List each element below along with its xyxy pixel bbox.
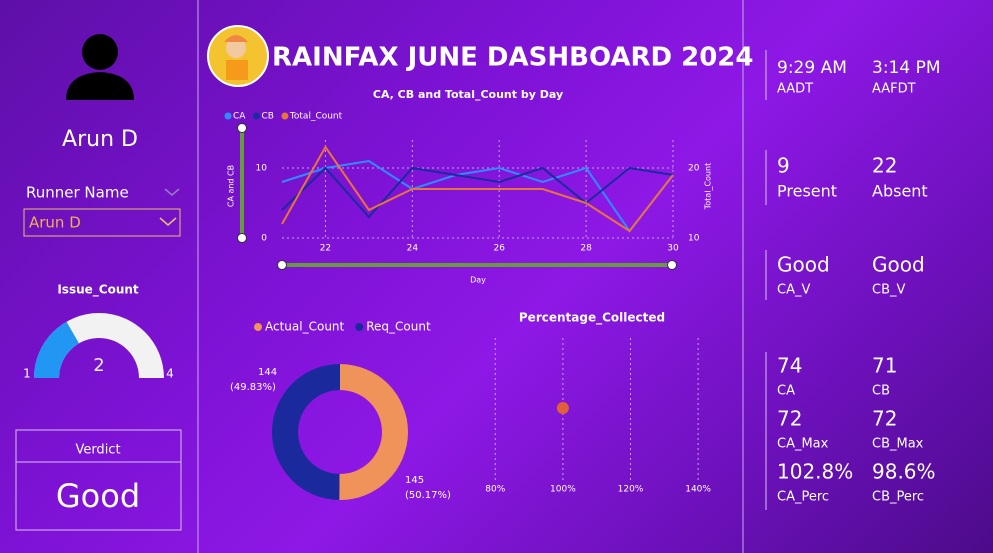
y2-axis-label: Total_Count	[704, 163, 713, 210]
legend-swatch	[281, 112, 289, 120]
slider[interactable]	[237, 123, 677, 270]
x-tick-label: 120%	[618, 485, 644, 495]
chart-title: CA, CB and Total_Count by Day	[373, 88, 563, 101]
kpi-value: 72	[777, 407, 802, 431]
gauge-fill	[34, 321, 79, 378]
verdict-label: Verdict	[75, 443, 120, 458]
point	[556, 402, 569, 414]
verdict-value: Good	[56, 477, 140, 515]
kpi-label: CB_Perc	[872, 490, 924, 505]
kpi-value: 72	[872, 407, 897, 431]
kpi-label: CA_V	[777, 283, 810, 298]
legend-label: CB	[261, 112, 273, 122]
kpi-value: 74	[777, 354, 802, 378]
x-tick-label: 22	[320, 244, 331, 254]
slider-handle[interactable]	[277, 260, 287, 270]
filter-label: Runner Name	[26, 184, 129, 202]
slice-percent: (50.17%)	[405, 490, 451, 501]
mascot-icon	[207, 25, 269, 87]
legend-swatch	[355, 323, 364, 331]
slice-value: 145	[405, 475, 424, 486]
kpi-value: 98.6%	[872, 460, 936, 484]
legend-swatch	[224, 112, 232, 120]
series-line	[281, 145, 674, 233]
y2-tick-label: 10	[688, 234, 700, 244]
slider-handle[interactable]	[237, 233, 247, 243]
gauge-title: Issue_Count	[57, 283, 139, 298]
kpi-value: 22	[872, 154, 897, 178]
verdict-box	[15, 429, 182, 531]
y2-tick-label: 20	[688, 164, 700, 174]
chevron	[164, 188, 180, 196]
dashboard-title: RAINFAX JUNE DASHBOARD 2024	[272, 43, 753, 73]
x-tick-label: 26	[493, 244, 505, 254]
donut-slice	[339, 364, 409, 500]
kpi-label: AADT	[777, 82, 813, 97]
gauge-value: 2	[93, 355, 104, 376]
x-tick-label: 140%	[685, 485, 711, 495]
legend-swatch	[252, 112, 260, 120]
dropdown[interactable]: Arun D	[23, 208, 181, 237]
donut-slice	[272, 364, 340, 500]
y-axis-label: CA and CB	[227, 165, 236, 207]
kpi-label: CB_Max	[872, 437, 924, 452]
kpi-value: 9:29 AM	[777, 58, 847, 78]
profile-name: Arun D	[62, 127, 138, 152]
x-tick-label: 24	[407, 244, 419, 254]
kpi-value: Good	[777, 253, 830, 277]
slice-value: 144	[258, 367, 277, 378]
x-tick-label: 80%	[485, 485, 505, 495]
kpi-value: 102.8%	[777, 460, 853, 484]
kpi-value: Good	[872, 253, 925, 277]
kpi-label: CB	[872, 384, 890, 399]
series-line	[281, 159, 674, 233]
legend-label: CA	[233, 112, 246, 122]
kpi-label: AAFDT	[872, 82, 916, 97]
chart-title: Percentage_Collected	[519, 311, 665, 326]
kpi-value: 3:14 PM	[872, 58, 941, 78]
legend-label: Total_Count	[289, 112, 343, 122]
slider-handle[interactable]	[667, 260, 677, 270]
kpi-value: 9	[777, 154, 790, 178]
series-line	[281, 166, 674, 219]
kpi-label: CA	[777, 384, 795, 399]
dropdown-box[interactable]	[23, 208, 181, 237]
slice-percent: (49.83%)	[230, 382, 276, 393]
kpi-label: CB_V	[872, 283, 905, 298]
kpi-label: Present	[777, 182, 837, 201]
kpi-label: CA_Max	[777, 437, 829, 452]
x-tick-label: 100%	[550, 485, 576, 495]
legend-label: Req_Count	[366, 320, 431, 334]
kpi-value: 71	[872, 354, 897, 378]
gauge-min: 1	[23, 367, 31, 381]
legend-swatch	[254, 323, 262, 331]
y-tick-label: 0	[261, 234, 267, 244]
legend-label: Actual_Count	[265, 320, 345, 334]
avatar-icon	[66, 34, 134, 100]
x-tick-label: 30	[667, 244, 679, 254]
x-axis-label: Day	[470, 276, 486, 285]
slider-handle[interactable]	[237, 123, 247, 133]
y-tick-label: 10	[256, 164, 268, 174]
gauge-max: 4	[166, 367, 174, 381]
chevron[interactable]	[159, 217, 177, 226]
kpi-label: CA_Perc	[777, 490, 829, 505]
dropdown-value[interactable]: Arun D	[29, 214, 81, 232]
x-tick-label: 28	[580, 244, 592, 254]
kpi-label: Absent	[872, 182, 928, 201]
